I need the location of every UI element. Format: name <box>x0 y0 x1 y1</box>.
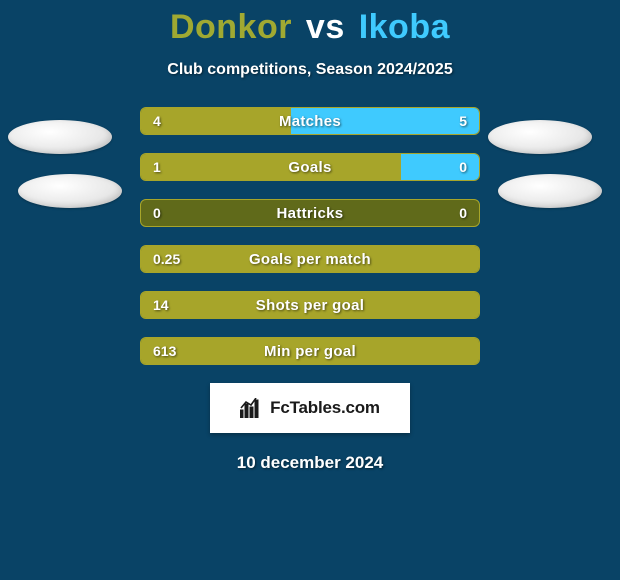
stat-label: Goals <box>141 154 479 180</box>
stat-row: 0.25Goals per match <box>140 245 480 273</box>
brand-badge: FcTables.com <box>210 383 410 433</box>
subtitle: Club competitions, Season 2024/2025 <box>0 61 620 79</box>
stat-label: Goals per match <box>141 246 479 272</box>
avatar-placeholder <box>18 174 122 208</box>
avatar-placeholder <box>488 120 592 154</box>
avatar-placeholder <box>498 174 602 208</box>
bar-chart-icon <box>240 398 264 418</box>
avatar-placeholder <box>8 120 112 154</box>
vs-label: vs <box>306 8 345 46</box>
stat-row: 10Goals <box>140 153 480 181</box>
comparison-card: Donkor vs Ikoba Club competitions, Seaso… <box>0 0 620 580</box>
stat-row: 00Hattricks <box>140 199 480 227</box>
brand-text: FcTables.com <box>270 398 380 418</box>
stat-label: Min per goal <box>141 338 479 364</box>
player-a-name: Donkor <box>170 8 292 46</box>
stat-label: Hattricks <box>141 200 479 226</box>
date-text: 10 december 2024 <box>0 453 620 473</box>
stat-row: 14Shots per goal <box>140 291 480 319</box>
stat-label: Shots per goal <box>141 292 479 318</box>
page-title: Donkor vs Ikoba <box>0 0 620 47</box>
stat-row: 45Matches <box>140 107 480 135</box>
stat-label: Matches <box>141 108 479 134</box>
stat-row: 613Min per goal <box>140 337 480 365</box>
player-b-name: Ikoba <box>359 8 450 46</box>
